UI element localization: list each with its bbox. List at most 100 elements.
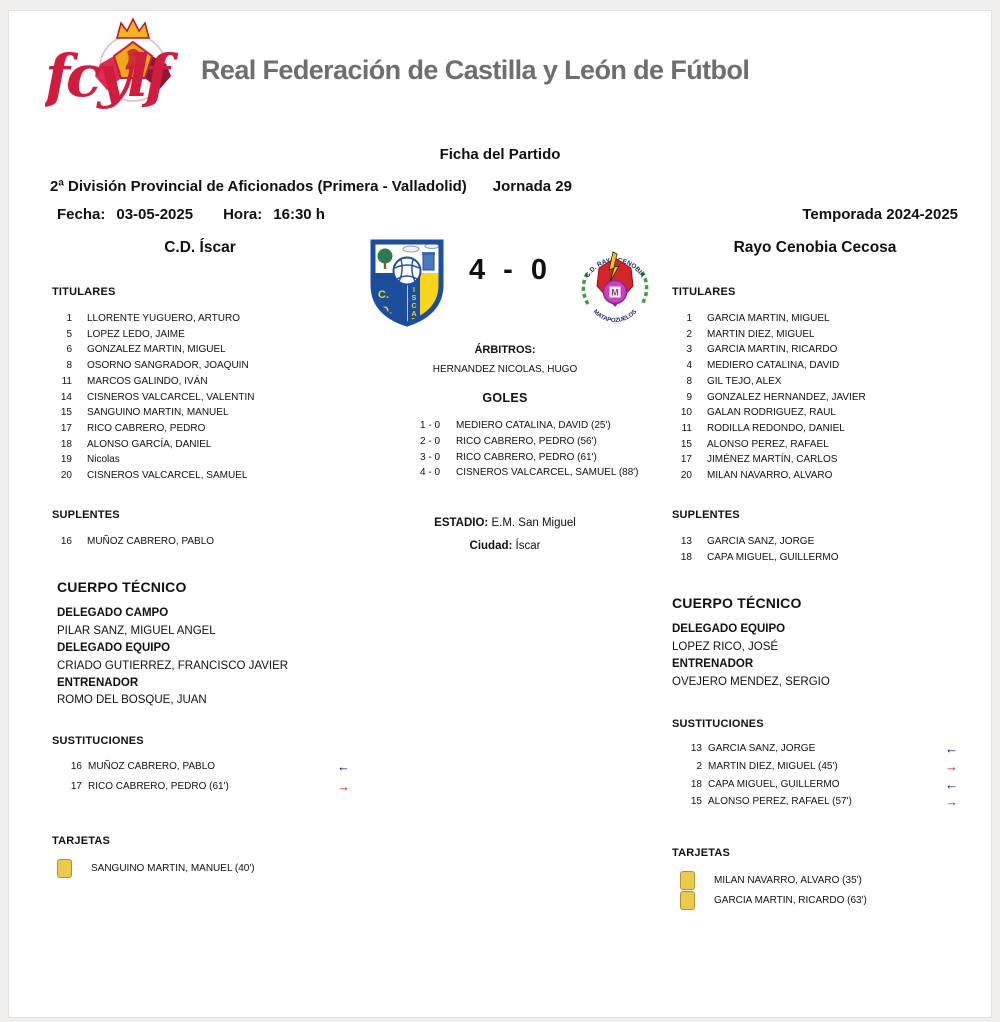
referee-name: HERNANDEZ NICOLAS, HUGO [432,364,578,375]
substitution-row: 17 RICO CABRERO, PEDRO (61') → [52,777,350,797]
player-row: 5 LOPEZ LEDO, JAIME [52,327,254,343]
goal-score: 3 - 0 [420,451,441,463]
match-time: 16:30 h [273,206,325,223]
player-number: 15 [60,407,72,419]
player-number: 18 [680,551,692,563]
player-number: 1 [66,313,72,324]
player-number: 18 [60,438,72,450]
player-row: 8 GIL TEJO, ALEX [672,374,866,390]
player-name: GALAN RODRIGUEZ, RAUL [707,407,836,419]
player-name: Nicolas [87,454,120,466]
player-row: 1 LLORENTE YUGUERO, ARTURO [52,311,254,327]
yellow-card-icon [57,858,72,878]
svg-text:fcylf: fcylf [45,42,179,110]
player-name: GARCIA MARTIN, MIGUEL [707,313,830,324]
player-name: ALONSO PEREZ, RAFAEL (57') [708,796,852,808]
staff-entry: ENTRENADOR ROMO DEL BOSQUE, JUAN [57,675,288,710]
player-row: 4 MEDIERO CATALINA, DAVID [672,358,866,374]
season: Temporada 2024-2025 [802,206,958,223]
city-name: Íscar [515,540,541,552]
away-staff-list: DELEGADO EQUIPO LOPEZ RICO, JOSÉ ENTRENA… [672,621,830,691]
player-name: RICO CABRERO, PEDRO [87,422,206,434]
goal-scorer: CISNEROS VALCARCEL, SAMUEL (88') [456,467,639,479]
player-row: 17 RICO CABRERO, PEDRO [52,421,254,437]
player-name: CAPA MIGUEL, GUILLERMO [708,778,840,790]
player-row: 11 RODILLA REDONDO, DANIEL [672,421,866,437]
player-row: 10 GALAN RODRIGUEZ, RAUL [672,405,866,421]
player-number: 17 [60,422,72,434]
score-home: 4 [469,254,486,286]
substitution-row: 15 ALONSO PEREZ, RAFAEL (57') → [672,793,958,811]
player-name: GARCIA SANZ, JORGE [707,536,815,547]
staff-entry: DELEGADO CAMPO PILAR SANZ, MIGUEL ANGEL [57,605,288,640]
player-number: 8 [66,360,72,372]
player-name: CAPA MIGUEL, GUILLERMO [707,551,839,563]
away-titulares-header: TITULARES [672,286,736,298]
player-name: MARTIN DIEZ, MIGUEL (45') [708,760,838,772]
goal-row: 3 - 0 RICO CABRERO, PEDRO (61') [420,450,639,466]
player-name: RICO CABRERO, PEDRO (61') [88,780,229,792]
player-row: 9 GONZALEZ HERNANDEZ, JAVIER [672,390,866,406]
player-name: GARCIA MARTIN, RICARDO [707,344,838,356]
home-cuerpo-tecnico-header: CUERPO TÉCNICO [57,579,187,595]
away-titulares-list: 1 GARCIA MARTIN, MIGUEL 2 MARTIN DIEZ, M… [672,311,866,484]
substitution-arrow-icon: ← [337,759,350,774]
substitution-arrow-icon: ← [945,776,958,792]
svg-text:C: C [411,303,416,310]
player-number: 13 [690,743,702,754]
substitution-arrow-icon: ← [945,741,958,756]
home-sustituciones-list: 16 MUÑOZ CABRERO, PABLO ← 17 RICO CABRER… [52,757,350,796]
goles-header: GOLES [482,391,528,405]
ciudad-label: Ciudad: [469,540,513,552]
player-number: 11 [61,375,72,387]
substitution-arrow-icon: → [337,778,350,794]
away-staff-block: CUERPO TÉCNICO DELEGADO EQUIPO LOPEZ RIC… [672,595,830,691]
staff-entry: ENTRENADOR OVEJERO MENDEZ, SERGIO [672,656,830,691]
player-number: 20 [680,470,692,482]
competition-name: 2ª División Provincial de Aficionados (P… [50,178,467,195]
hora-label: Hora: [223,206,263,223]
player-name: MARCOS GALINDO, IVÁN [87,375,208,387]
player-number: 11 [681,422,692,434]
player-row: 8 OSORNO SANGRADOR, JOAQUIN [52,358,254,374]
player-name: MARTIN DIEZ, MIGUEL [707,328,815,340]
player-number: 3 [686,344,692,356]
player-name: GARCIA SANZ, JORGE [708,743,816,754]
score: 4 - 0 [452,256,564,285]
player-name: GARCIA MARTIN, RICARDO (63') [714,894,867,906]
away-tarjetas-header: TARJETAS [672,847,731,859]
match-date: 03-05-2025 [116,206,194,223]
player-row: 16 MUÑOZ CABRERO, PABLO [52,534,214,550]
substitution-row: 2 MARTIN DIEZ, MIGUEL (45') → [672,758,958,776]
player-row: 19 Nicolas [52,452,254,468]
staff-entry: DELEGADO EQUIPO CRIADO GUTIERREZ, FRANCI… [57,640,288,675]
player-number: 4 [686,360,692,372]
substitution-row: 13 GARCIA SANZ, JORGE ← [672,740,958,758]
player-name: SANGUINO MARTIN, MANUEL [87,407,229,419]
player-name: GONZALEZ HERNANDEZ, JAVIER [707,391,866,403]
goal-scorer: MEDIERO CATALINA, DAVID (25') [456,420,611,431]
player-row: 2 MARTIN DIEZ, MIGUEL [672,327,866,343]
estadio-label: ESTADIO: [434,517,489,529]
player-number: 2 [686,328,692,340]
svg-text:I: I [413,287,415,294]
away-team-name: Rayo Cenobia Cecosa [733,239,897,256]
player-number: 18 [690,778,702,790]
player-row: 17 JIMÉNEZ MARTÍN, CARLOS [672,452,866,468]
player-row: 13 GARCIA SANZ, JORGE [672,534,839,550]
player-name: CISNEROS VALCARCEL, SAMUEL [87,470,248,482]
home-titulares-header: TITULARES [52,286,116,298]
staff-role: ENTRENADOR [672,658,754,671]
score-separator: - [503,254,513,286]
staff-role: DELEGADO EQUIPO [672,623,786,636]
city-line: Ciudad: Íscar [360,540,650,552]
player-number: 9 [686,391,692,403]
player-number: 2 [696,760,702,772]
player-number: 16 [70,761,82,772]
substitution-arrow-icon: → [945,758,958,774]
player-number: 15 [690,796,702,808]
substitution-row: 18 CAPA MIGUEL, GUILLERMO ← [672,776,958,794]
player-name: MILAN NAVARRO, ALVARO [707,470,833,482]
